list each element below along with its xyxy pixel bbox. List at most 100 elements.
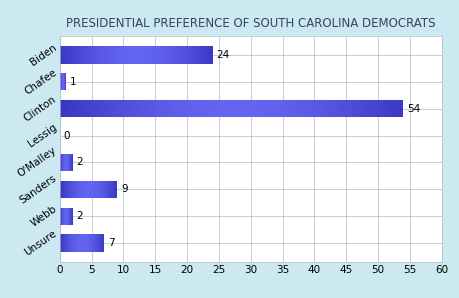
Bar bbox=[179, 46, 182, 63]
Bar bbox=[98, 46, 101, 63]
Bar bbox=[345, 100, 351, 117]
Bar bbox=[100, 235, 101, 252]
Bar bbox=[294, 100, 300, 117]
Bar bbox=[340, 100, 345, 117]
Bar bbox=[117, 100, 123, 117]
Bar bbox=[305, 100, 311, 117]
Bar bbox=[67, 46, 70, 63]
Bar bbox=[76, 235, 77, 252]
Text: 1: 1 bbox=[70, 77, 77, 87]
Bar bbox=[70, 46, 73, 63]
Bar bbox=[98, 235, 99, 252]
Bar bbox=[391, 100, 397, 117]
Bar bbox=[87, 235, 88, 252]
Bar bbox=[97, 181, 98, 198]
Bar bbox=[60, 46, 62, 63]
Bar bbox=[197, 46, 199, 63]
Bar bbox=[92, 235, 93, 252]
Bar bbox=[202, 100, 208, 117]
Bar bbox=[101, 181, 102, 198]
Bar bbox=[265, 100, 271, 117]
Bar bbox=[61, 181, 62, 198]
Bar bbox=[242, 100, 248, 117]
Bar bbox=[93, 181, 94, 198]
Bar bbox=[82, 235, 83, 252]
Bar bbox=[185, 100, 191, 117]
Bar bbox=[77, 181, 78, 198]
Bar bbox=[62, 235, 63, 252]
Bar bbox=[323, 100, 328, 117]
Bar bbox=[92, 181, 93, 198]
Bar bbox=[96, 235, 97, 252]
Bar bbox=[66, 235, 67, 252]
Bar bbox=[85, 46, 88, 63]
Bar bbox=[141, 46, 144, 63]
Bar bbox=[105, 181, 106, 198]
Bar bbox=[88, 46, 90, 63]
Bar bbox=[68, 181, 69, 198]
Bar bbox=[149, 46, 151, 63]
Bar bbox=[90, 235, 91, 252]
Bar bbox=[187, 46, 189, 63]
Bar bbox=[157, 100, 162, 117]
Bar bbox=[102, 181, 103, 198]
Bar bbox=[151, 46, 154, 63]
Bar bbox=[84, 181, 85, 198]
Bar bbox=[85, 235, 86, 252]
Bar bbox=[79, 235, 80, 252]
Bar bbox=[71, 181, 72, 198]
Text: 9: 9 bbox=[121, 184, 127, 194]
Bar bbox=[123, 46, 126, 63]
Bar bbox=[85, 181, 86, 198]
Bar bbox=[89, 181, 90, 198]
Bar bbox=[95, 235, 96, 252]
Bar bbox=[73, 46, 75, 63]
Bar bbox=[397, 100, 403, 117]
Bar bbox=[194, 46, 197, 63]
Bar bbox=[75, 235, 76, 252]
Bar bbox=[231, 100, 237, 117]
Bar bbox=[254, 100, 260, 117]
Bar bbox=[101, 46, 103, 63]
Bar bbox=[311, 100, 317, 117]
Bar bbox=[91, 235, 92, 252]
Bar bbox=[106, 181, 107, 198]
Bar bbox=[73, 181, 74, 198]
Bar bbox=[77, 100, 83, 117]
Bar bbox=[74, 181, 75, 198]
Bar bbox=[207, 46, 209, 63]
Bar bbox=[334, 100, 340, 117]
Bar bbox=[169, 46, 171, 63]
Bar bbox=[168, 100, 174, 117]
Bar bbox=[351, 100, 357, 117]
Bar bbox=[174, 100, 179, 117]
Bar bbox=[177, 46, 179, 63]
Bar bbox=[164, 46, 166, 63]
Bar bbox=[90, 181, 91, 198]
Bar bbox=[67, 181, 68, 198]
Bar bbox=[380, 100, 386, 117]
Bar bbox=[300, 100, 305, 117]
Bar bbox=[69, 235, 70, 252]
Bar bbox=[209, 46, 212, 63]
Bar bbox=[70, 235, 71, 252]
Bar bbox=[75, 181, 76, 198]
Bar bbox=[93, 235, 94, 252]
Bar bbox=[191, 100, 197, 117]
Bar bbox=[156, 46, 159, 63]
Bar bbox=[79, 181, 80, 198]
Bar bbox=[71, 100, 77, 117]
Bar bbox=[368, 100, 374, 117]
Bar bbox=[100, 181, 101, 198]
Bar bbox=[72, 235, 73, 252]
Bar bbox=[99, 235, 100, 252]
Title: PRESIDENTIAL PREFERENCE OF SOUTH CAROLINA DEMOCRATS: PRESIDENTIAL PREFERENCE OF SOUTH CAROLIN… bbox=[66, 17, 435, 30]
Bar bbox=[166, 46, 169, 63]
Bar bbox=[84, 235, 85, 252]
Bar bbox=[248, 100, 254, 117]
Bar bbox=[88, 100, 94, 117]
Bar bbox=[374, 100, 380, 117]
Text: 2: 2 bbox=[76, 211, 83, 221]
Bar bbox=[151, 100, 157, 117]
Bar bbox=[88, 181, 89, 198]
